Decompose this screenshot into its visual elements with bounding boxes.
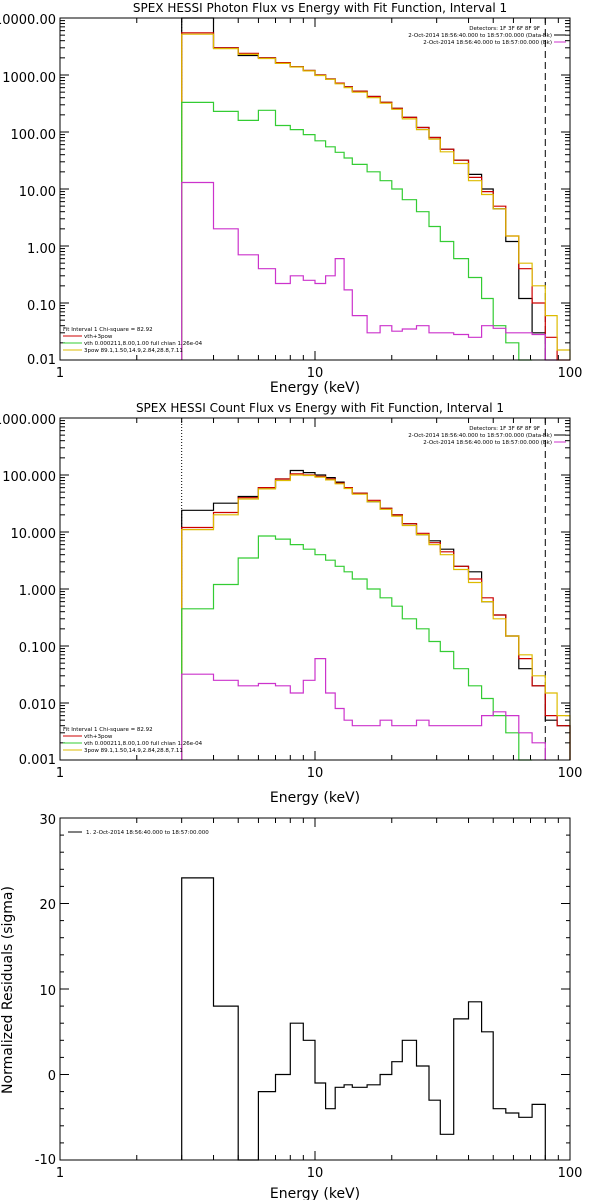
x-tick-label: 1	[56, 766, 64, 781]
y-tick-label: 0	[48, 1069, 56, 1084]
y-tick-label: 1.000	[19, 584, 56, 599]
x-tick-label: 1	[56, 366, 64, 381]
x-tick-label: 100	[558, 1166, 583, 1181]
y-tick-label: 10.000	[11, 527, 57, 542]
x-tick-label: 100	[558, 766, 583, 781]
legend-entry: 3pow 89.1,1.50,14.9,2.84,28.8,7.11	[84, 748, 183, 754]
panel3-y-tick-labels: 30 20 10 0 -10	[35, 813, 56, 1168]
y-tick-label: 10	[39, 984, 56, 999]
y-tick-label: 100.000	[2, 470, 56, 485]
panel3-frame	[59, 817, 571, 1161]
legend-entry: 1. 2-Oct-2014 18:56:40.000 to 18:57:00.0…	[86, 830, 209, 836]
panel1-x-axis-label: Energy (keV)	[270, 380, 360, 396]
y-tick-label: 0.010	[19, 698, 56, 713]
panel2-x-axis-label: Energy (keV)	[270, 790, 360, 806]
panel3-y-axis-label: Normalized Residuals (sigma)	[0, 886, 16, 1094]
series-line-1	[181, 473, 571, 760]
panel1-frame	[59, 17, 571, 361]
legend-entry: 2-Oct-2014 18:56:40.000 to 18:57:00.000 …	[423, 440, 552, 446]
x-tick-label: 1	[56, 1166, 64, 1181]
legend-header: Detectors: 1F 3F 6F 8F 9F	[469, 426, 540, 432]
panel2-title: SPEX HESSI Count Flux vs Energy with Fit…	[136, 401, 504, 415]
series-line-4	[181, 181, 558, 361]
legend-entry: 2-Oct-2014 18:56:40.000 to 18:57:00.000 …	[423, 40, 552, 46]
series-line-3	[181, 101, 533, 361]
panel3-x-axis-label: Energy (keV)	[270, 1186, 360, 1200]
legend-entry: 2-Oct-2014 18:56:40.000 to 18:57:00.000 …	[408, 33, 552, 39]
legend-entry: vth+3pow	[84, 734, 113, 740]
legend-entry: 3pow 89.1,1.50,14.9,2.84,28.8,7.11	[84, 348, 183, 354]
legend-header: Fit Interval 1 Chi-square = 82.92	[63, 727, 153, 733]
legend-entry: vth+3pow	[84, 334, 113, 340]
series-line-2	[181, 33, 571, 360]
legend-header: Detectors: 1F 3F 6F 8F 9F	[469, 26, 540, 32]
series-line-0	[181, 877, 546, 1161]
series-line-4	[181, 658, 546, 760]
series-line-0	[181, 17, 546, 360]
y-tick-label: 1.00	[27, 242, 56, 257]
series-line-2	[181, 474, 571, 760]
panel3-plot-area	[59, 817, 571, 1161]
panel1-plot-area	[59, 17, 571, 361]
series-line-0	[181, 469, 571, 760]
series-line-3	[181, 535, 533, 761]
legend-entry: vth 0.000211,8.00,1.00 full chian 1.26e-…	[84, 741, 203, 747]
x-tick-label: 10	[307, 766, 324, 781]
x-tick-label: 100	[558, 366, 583, 381]
x-tick-label: 10	[307, 366, 324, 381]
legend-entry: vth 0.000211,8.00,1.00 full chian 1.26e-…	[84, 341, 203, 347]
count-flux-panel: SPEX HESSI Count Flux vs Energy with Fit…	[0, 401, 582, 806]
panel2-frame	[59, 417, 571, 761]
panel1-title: SPEX HESSI Photon Flux vs Energy with Fi…	[133, 1, 507, 15]
panel1-y-tick-labels: 10000.00 1000.00 100.00 10.00 1.00 0.10 …	[0, 13, 56, 368]
residuals-panel: 30 20 10 0 -10 1 10 100 Energy (keV) Nor…	[0, 813, 582, 1200]
y-tick-label: 1000.000	[0, 413, 56, 428]
y-tick-label: 100.00	[11, 128, 57, 143]
y-tick-label: 10000.00	[0, 13, 56, 28]
y-tick-label: 1000.00	[2, 71, 56, 86]
x-tick-label: 10	[307, 1166, 324, 1181]
y-tick-label: -10	[35, 1153, 56, 1168]
legend-header: Fit Interval 1 Chi-square = 82.92	[63, 327, 153, 333]
y-tick-label: 0.01	[27, 353, 56, 368]
y-tick-label: 0.10	[27, 299, 56, 314]
y-tick-label: 20	[39, 898, 56, 913]
legend-entry: 2-Oct-2014 18:56:40.000 to 18:57:00.000 …	[408, 433, 552, 439]
y-tick-label: 30	[39, 813, 56, 828]
y-tick-label: 10.00	[19, 185, 56, 200]
series-line-1	[181, 32, 570, 361]
y-tick-label: 0.100	[19, 641, 56, 656]
y-tick-label: 0.001	[19, 753, 56, 768]
photon-flux-panel: SPEX HESSI Photon Flux vs Energy with Fi…	[0, 1, 582, 396]
panel2-y-tick-labels: 1000.000 100.000 10.000 1.000 0.100 0.01…	[0, 413, 56, 768]
panel2-plot-area	[59, 417, 571, 761]
